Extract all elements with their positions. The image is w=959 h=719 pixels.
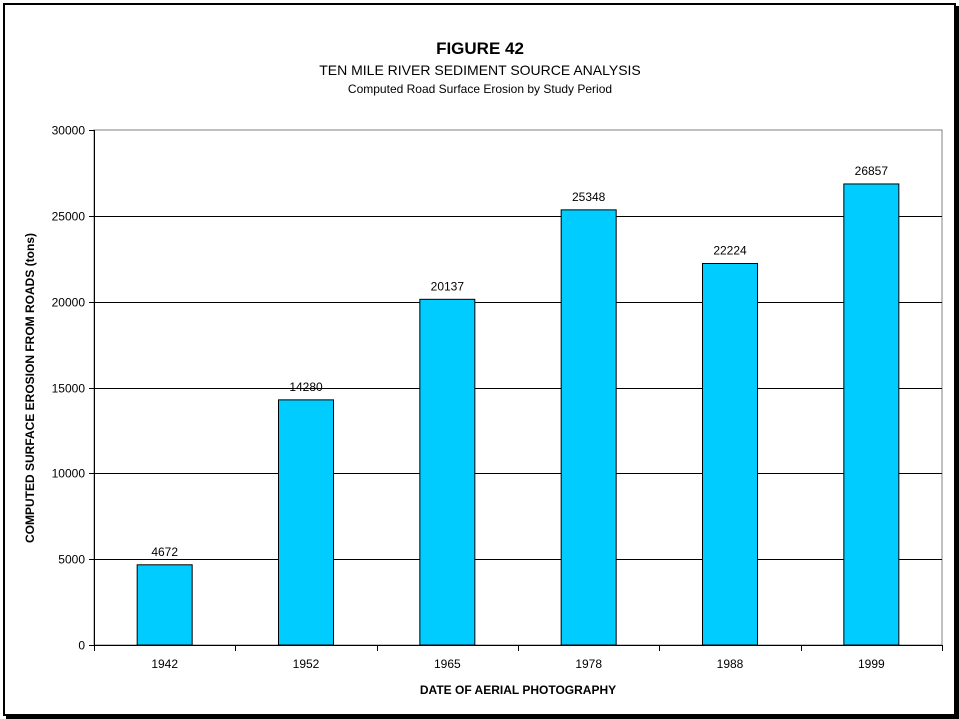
- y-tick-label: 5000: [58, 553, 85, 567]
- y-tick-label: 20000: [52, 296, 86, 310]
- bar: [843, 183, 900, 646]
- data-label: 20137: [431, 279, 465, 293]
- bar: [702, 262, 758, 646]
- x-axis-label: DATE OF AERIAL PHOTOGRAPHY: [420, 683, 616, 697]
- bar: [136, 564, 193, 646]
- x-tick-label: 1952: [293, 657, 320, 671]
- y-tick-label: 25000: [52, 210, 86, 224]
- y-tick-label: 15000: [52, 382, 86, 396]
- chart-subsubtitle: Computed Road Surface Erosion by Study P…: [348, 82, 612, 96]
- x-tick-label: 1942: [151, 657, 178, 671]
- bar: [419, 298, 476, 646]
- data-label: 26857: [855, 164, 889, 178]
- data-label: 4672: [151, 545, 178, 559]
- data-label: 25348: [572, 190, 606, 204]
- x-tick-label: 1965: [434, 657, 461, 671]
- chart-subtitle: TEN MILE RIVER SEDIMENT SOURCE ANALYSIS: [319, 62, 641, 78]
- chart-title: FIGURE 42: [436, 39, 524, 58]
- bar: [278, 399, 334, 646]
- x-tick-label: 1978: [575, 657, 602, 671]
- y-tick-label: 0: [78, 639, 85, 653]
- y-axis-label: COMPUTED SURFACE EROSION FROM ROADS (ton…: [23, 233, 37, 543]
- x-tick-label: 1999: [858, 657, 885, 671]
- y-tick-label: 10000: [52, 467, 86, 481]
- x-tick-label: 1988: [717, 657, 744, 671]
- plot-area: 0 5000 10000 15000 20000 25000 30000 4672 1942 14…: [52, 124, 943, 671]
- data-label: 22224: [713, 243, 747, 257]
- data-label: 14280: [289, 380, 323, 394]
- bar: [560, 209, 617, 646]
- plot-border: [93, 129, 943, 646]
- y-tick-label: 30000: [52, 124, 86, 138]
